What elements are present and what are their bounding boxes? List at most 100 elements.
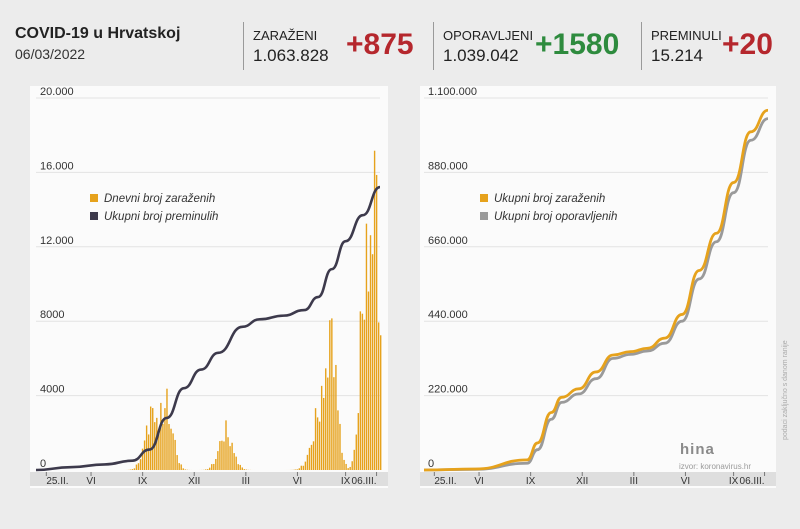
daily-bar <box>314 408 317 470</box>
y-tick-label: 660.000 <box>428 235 468 247</box>
hina-logo: hina <box>680 441 715 458</box>
stat-infected-label: ZARAŽENI <box>253 28 318 43</box>
x-tick-label: XII <box>576 476 588 487</box>
daily-bar <box>204 469 207 470</box>
daily-bar <box>141 448 144 470</box>
daily-bar <box>147 434 150 470</box>
y-tick-label: 220.000 <box>428 384 468 396</box>
daily-bar <box>227 437 229 470</box>
daily-bar <box>343 459 345 470</box>
daily-bar <box>357 413 360 470</box>
y-tick-label: 0 <box>40 458 46 470</box>
daily-bar <box>310 444 313 470</box>
daily-bar <box>152 408 154 470</box>
daily-bar <box>206 469 209 470</box>
y-tick-label: 16.000 <box>40 160 74 172</box>
daily-bar <box>235 456 237 470</box>
x-tick-label: XII <box>188 476 200 487</box>
stat-recovered-total: 1.039.042 <box>443 46 519 65</box>
daily-bar <box>160 402 162 470</box>
daily-bar <box>323 397 325 470</box>
chart-cumulative: 0 220.000 440.000 660.000 880.000 1.100.000 25… <box>420 86 776 487</box>
daily-bar <box>351 461 353 470</box>
daily-bar <box>375 174 378 470</box>
daily-bar <box>312 441 315 470</box>
daily-bar <box>333 377 335 470</box>
daily-bar <box>166 388 168 470</box>
legend-swatch <box>480 194 488 202</box>
daily-bar <box>239 464 241 470</box>
daily-infected-bars <box>115 150 382 471</box>
daily-bar <box>369 235 372 470</box>
daily-bar <box>347 468 349 470</box>
daily-bar <box>168 424 170 470</box>
stat-infected-total: 1.063.828 <box>253 46 329 65</box>
x-tick-label: VI <box>474 476 483 487</box>
x-tick-label: IX <box>526 476 536 487</box>
recovered-line <box>423 117 769 472</box>
daily-bar <box>149 406 152 470</box>
daily-bar <box>172 433 174 470</box>
daily-bar <box>233 453 235 470</box>
daily-bar <box>337 410 339 470</box>
daily-bar <box>353 449 355 470</box>
legend-label: Dnevni broj zaraženih <box>104 193 215 205</box>
chart-panel-right: 0 220.000 440.000 660.000 880.000 1.100.000 25… <box>420 86 776 488</box>
y-tick-label: 0 <box>428 458 434 470</box>
daily-bar <box>341 452 343 470</box>
daily-bar <box>164 408 166 470</box>
chart-panel-left: 0 4000 8000 12.000 16.000 20.000 25.II. VI IX XII… <box>30 86 388 488</box>
daily-bar <box>308 447 311 470</box>
y-tick-label: 1.100.000 <box>428 86 477 98</box>
daily-bar <box>209 467 211 470</box>
daily-bar <box>371 254 374 470</box>
daily-bar <box>355 434 357 470</box>
daily-bar <box>377 322 380 470</box>
daily-bar <box>156 417 158 470</box>
daily-bar <box>143 440 146 470</box>
daily-bar <box>304 461 307 470</box>
daily-bar <box>215 458 217 470</box>
y-tick-label: 12.000 <box>40 235 74 247</box>
daily-bar <box>329 320 331 470</box>
legend-label: Ukupni broj zaraženih <box>494 193 605 205</box>
daily-bar <box>325 368 327 470</box>
x-tick-label: IX <box>341 476 351 487</box>
x-tick-label: IX <box>729 476 739 487</box>
daily-bar <box>361 313 364 470</box>
daily-bar <box>237 464 239 470</box>
legend-label: Ukupni broj preminulih <box>104 211 218 223</box>
daily-bar <box>139 459 142 470</box>
daily-bar <box>339 423 341 470</box>
page-title: COVID-19 u Hrvatskoj <box>15 25 181 42</box>
x-tick-label: VI <box>293 476 302 487</box>
daily-bar <box>135 464 138 470</box>
daily-bar <box>137 463 140 470</box>
daily-bar <box>178 463 180 470</box>
daily-bar <box>243 469 246 470</box>
x-tick-label: III <box>242 476 250 487</box>
x-tick-label: IX <box>138 476 148 487</box>
report-date: 06/03/2022 <box>15 46 86 62</box>
daily-bar <box>170 428 172 470</box>
daily-bar <box>306 454 309 470</box>
x-tick-label: VI <box>681 476 690 487</box>
stat-deceased-total: 15.214 <box>651 46 703 65</box>
infected-line <box>423 108 769 472</box>
daily-bar <box>223 441 225 470</box>
deaths-line <box>35 185 381 472</box>
daily-bar <box>241 467 243 470</box>
header: COVID-19 u Hrvatskoj 06/03/2022 ZARAŽENI… <box>0 0 800 84</box>
legend-label: Ukupni broj oporavljenih <box>494 211 617 223</box>
daily-bar <box>359 311 362 470</box>
daily-bar <box>184 469 186 470</box>
daily-bar <box>162 423 164 470</box>
daily-bar <box>363 319 366 470</box>
daily-bar <box>133 468 136 470</box>
daily-bar <box>320 385 323 470</box>
daily-bar <box>180 464 182 470</box>
daily-bar <box>327 377 329 470</box>
legend-swatch <box>90 212 98 220</box>
daily-bar <box>345 463 347 470</box>
legend-swatch <box>90 194 98 202</box>
